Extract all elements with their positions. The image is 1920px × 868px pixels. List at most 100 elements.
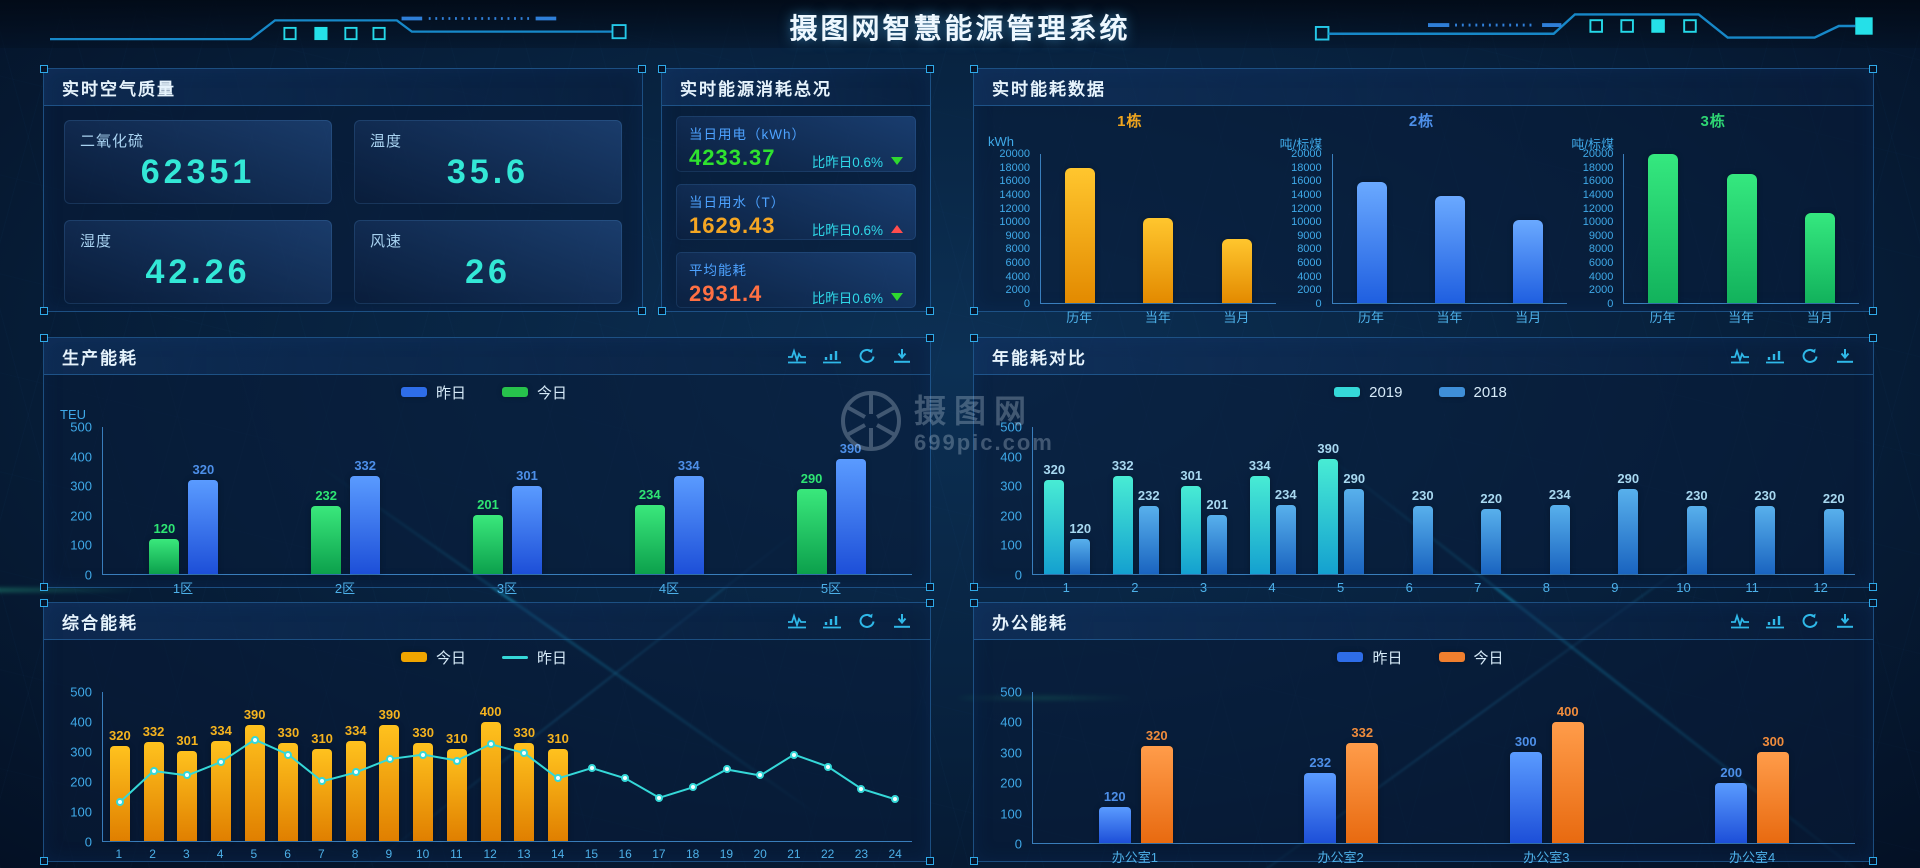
y-tick-label: 200 [1000,775,1022,791]
chart-toolbar [1730,613,1855,629]
refresh-icon[interactable] [857,613,877,629]
category-cell: 220 [1444,427,1513,574]
energy-value: 1629.43 [689,213,776,238]
category-cell: 120 320 [1033,692,1239,843]
legend-item-2019[interactable]: 2019 [1334,383,1403,401]
download-icon[interactable] [1835,348,1855,364]
building1-chart: 1栋 kWh 0 2000 4000 6000 8000 9000 10000 12000 1400… [984,110,1276,328]
download-icon[interactable] [892,613,912,629]
bar-value-label: 310 [547,730,569,746]
legend-item-今日[interactable]: 今日 [1438,647,1504,668]
refresh-icon[interactable] [1800,613,1820,629]
panel-corner-decoration [970,599,978,607]
line-marker [216,758,225,767]
bar-value-label: 230 [1411,488,1434,504]
category-cell: 200 300 [1650,692,1856,843]
y-tick-label: 100 [70,537,92,553]
yearly-chart: 2019 2018 0 100 200 300 400 500 320 120 332 232 301 2… [974,375,1873,599]
y-tick-label: 4000 [1297,270,1322,283]
air-stats-grid: 二氧化硫 62351 温度 35.6 湿度 42.26 风速 26 [44,106,642,318]
y-tick-label: 8000 [1588,243,1614,256]
bar-value-label: 330 [412,724,435,740]
y-tick-label: 14000 [1582,188,1614,201]
y-tick-label: 300 [70,478,92,494]
x-tick-label: 8 [1542,579,1550,595]
trend-arrow-icon [891,157,903,165]
refresh-icon[interactable] [857,348,877,364]
line-marker [722,765,731,774]
category-cell: 290 390 [750,427,912,574]
y-tick-label: 500 [70,419,92,435]
chart-legend: 昨日 今日 [56,379,912,405]
line-marker [520,749,529,758]
bar-yesterday-1 [350,476,381,574]
header: 摄图网智慧能源管理系统 [0,0,1920,48]
line-marker [149,766,158,775]
x-tick-label: 4 [1268,579,1276,595]
x-tick-label: 当月 [1806,309,1833,325]
panel-corner-decoration [1869,857,1877,865]
category-cell: 334 [204,692,238,841]
x-tick-label: 历年 [1066,309,1093,325]
bar-value-label: 234 [1274,487,1297,503]
line-marker [385,755,394,764]
bar-y2018-0 [1070,538,1091,574]
category-cell: 201 301 [427,427,589,574]
legend-item-昨日[interactable]: 昨日 [502,647,567,668]
bar-value-label: 310 [311,730,333,746]
bar-chart-icon[interactable] [1765,348,1785,364]
legend-item-昨日[interactable]: 昨日 [1337,647,1403,668]
bar-today-0 [149,538,180,574]
line-chart-icon[interactable] [1730,613,1750,629]
bar-today-2 [1551,722,1584,843]
bar-yesterday-0 [1098,806,1131,843]
legend-label: 今日 [1473,649,1504,667]
bar-y2019-4 [1318,459,1339,574]
y-axis: 0 100 200 300 400 500 [986,420,1032,583]
x-tick-label: 5 [1336,579,1345,595]
y-tick-label: 0 [84,834,92,850]
y-tick-label: 12000 [1582,202,1614,215]
y-axis: 0 100 200 300 400 500 [56,685,102,850]
panel-corner-decoration [1869,583,1877,591]
stat-value: 26 [465,253,511,291]
line-chart-icon[interactable] [787,613,807,629]
category-cell: 234 334 [588,427,750,574]
line-marker [250,735,259,744]
line-chart-icon[interactable] [1730,348,1750,364]
plot-area: 120 320 232 332 201 301 234 334 290 390 [102,427,912,575]
download-icon[interactable] [1835,613,1855,629]
bar-chart-icon[interactable] [822,613,842,629]
download-icon[interactable] [892,348,912,364]
legend-item-2018[interactable]: 2018 [1438,384,1507,401]
x-tick-label: 10 [1676,579,1691,595]
stat-label: 湿度 [80,233,113,250]
legend-label: 2019 [1369,383,1403,401]
stat-label: 二氧化硫 [80,133,145,150]
panel-title-bar: 办公能耗 [974,603,1873,640]
y-tick-label: 200 [1000,508,1022,524]
panel-energy-summary: 实时能源消耗总况 当日用电（kWh） 4233.37 比昨日0.6% 当日用水（… [658,65,934,315]
bar-today-4 [796,488,827,574]
y-axis: TEU 0 100 200 300 400 500 [56,407,102,583]
panel-office-energy: 办公能耗 昨日 今日 0 100 200 300 400 500 120 320 232 332 300… [970,599,1877,865]
bar-chart-icon[interactable] [1765,613,1785,629]
bar-value-label: 330 [513,724,536,740]
bar-chart-icon[interactable] [822,348,842,364]
energy-compare: 比昨日0.6% [812,287,903,307]
y-tick-label: 16000 [1291,175,1322,188]
y-tick-label: 4000 [1588,270,1614,283]
panel-corner-decoration [1869,334,1877,342]
bar-y2018-8 [1618,488,1639,574]
legend-item-今日[interactable]: 今日 [502,382,567,403]
panel-title-bar: 综合能耗 [44,603,930,640]
x-tick-label: 当年 [1436,309,1463,325]
legend-item-昨日[interactable]: 昨日 [400,382,466,403]
refresh-icon[interactable] [1800,348,1820,364]
bar-today-12 [514,742,535,841]
legend-label: 今日 [537,384,568,402]
bar-y2018-2 [1207,514,1228,574]
line-chart-icon[interactable] [787,348,807,364]
legend-item-今日[interactable]: 今日 [400,647,466,668]
bar-today-10 [446,748,467,841]
